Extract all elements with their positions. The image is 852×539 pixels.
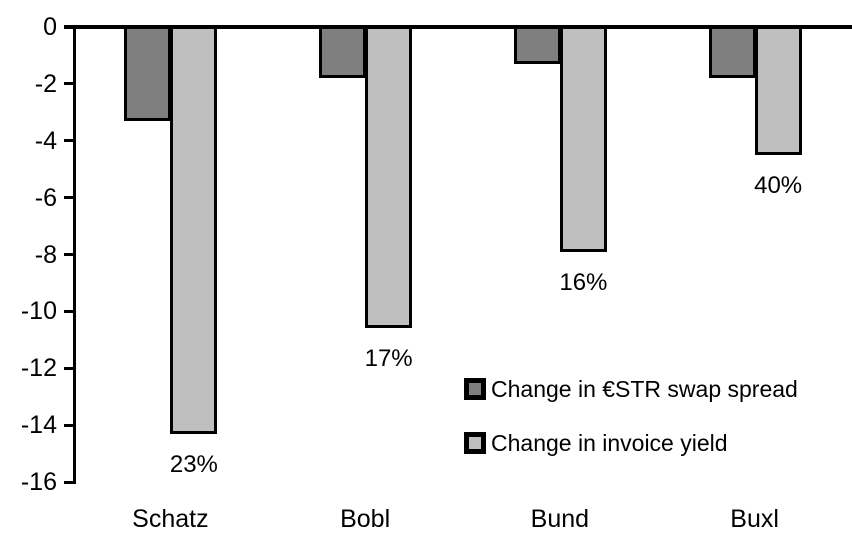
category-label-schatz: Schatz [132, 505, 209, 533]
y-tick-label: -4 [34, 126, 57, 155]
bar-bobl-swap-spread [319, 25, 367, 79]
y-axis-tick [64, 82, 76, 86]
bar-value-label-schatz: 23% [169, 450, 218, 478]
bar-buxl-swap-spread [708, 25, 756, 79]
y-tick-label: -8 [34, 240, 57, 269]
category-label-bobl: Bobl [340, 505, 391, 533]
legend-item-swap-spread: Change in €STR swap spread [464, 377, 798, 401]
bar-bobl-invoice-yield [365, 25, 413, 329]
y-axis-tick [64, 366, 76, 370]
y-axis-tick [64, 196, 76, 200]
y-axis-tick [64, 253, 76, 256]
bar-bund-swap-spread [513, 25, 561, 64]
bar-value-label-bobl: 17% [364, 345, 413, 373]
x-axis-zero-line [64, 25, 852, 29]
y-tick-label: -2 [34, 69, 57, 98]
y-axis-tick [64, 309, 76, 313]
category-label-bund: Bund [530, 505, 590, 533]
y-tick-label: -16 [20, 468, 57, 496]
bar-value-label-buxl: 40% [754, 171, 803, 199]
legend-label-invoice-yield: Change in invoice yield [491, 430, 728, 456]
bar-schatz-swap-spread [124, 25, 172, 121]
category-label-buxl: Buxl [730, 505, 779, 533]
y-axis-line [73, 25, 76, 484]
legend-swatch-estr-swap-spread-icon [464, 378, 486, 400]
bar-value-label-bund: 16% [559, 268, 608, 296]
y-axis-tick [64, 139, 76, 143]
y-tick-label: -12 [20, 354, 57, 383]
legend-label-swap-spread: Change in €STR swap spread [491, 376, 798, 402]
y-tick-label: -14 [20, 411, 57, 440]
bar-buxl-invoice-yield [754, 25, 802, 155]
y-tick-label: 0 [43, 13, 57, 41]
y-tick-label: -10 [20, 297, 57, 326]
legend-swatch-invoice-yield-icon [464, 432, 486, 454]
bar-bund-invoice-yield [559, 25, 607, 252]
legend-item-invoice-yield: Change in invoice yield [464, 431, 728, 455]
y-tick-label: -6 [34, 183, 57, 212]
y-axis-tick [64, 423, 76, 427]
y-axis-tick [64, 480, 76, 484]
bar-schatz-invoice-yield [170, 25, 218, 434]
